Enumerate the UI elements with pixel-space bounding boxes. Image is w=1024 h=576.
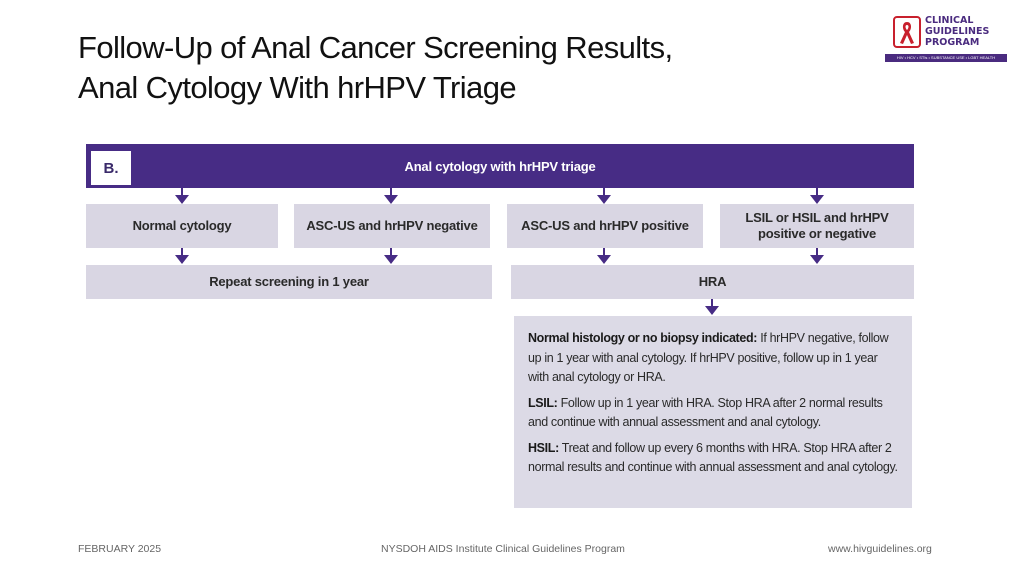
slide-title-line-1: Follow-Up of Anal Cancer Screening Resul… xyxy=(78,30,673,65)
followup-lsil-text: Follow up in 1 year with HRA. Stop HRA a… xyxy=(528,395,883,430)
followup-hsil: HSIL: Treat and follow up every 6 months… xyxy=(528,439,900,478)
followup-detail-box: Normal histology or no biopsy indicated:… xyxy=(514,316,912,508)
diagram-header-bar xyxy=(86,144,914,188)
arrow-down-icon xyxy=(597,188,611,204)
slide-title-line-2: Anal Cytology With hrHPV Triage xyxy=(78,70,517,105)
logo-line-1: CLINICAL xyxy=(925,15,974,26)
slide-title: Follow-Up of Anal Cancer Screening Resul… xyxy=(78,28,673,108)
action-hra: HRA xyxy=(511,265,914,299)
arrow-down-icon xyxy=(810,188,824,204)
followup-lsil: LSIL: Follow up in 1 year with HRA. Stop… xyxy=(528,394,900,433)
result-lsil-hsil: LSIL or HSIL and hrHPV positive or negat… xyxy=(720,204,914,248)
arrow-down-icon xyxy=(175,188,189,204)
footer-date: FEBRUARY 2025 xyxy=(78,543,162,555)
arrow-down-icon xyxy=(384,248,398,264)
followup-normal-text: If hrHPV negative, follow up in 1 year w… xyxy=(528,331,889,384)
arrow-down-icon xyxy=(705,299,719,315)
logo-wordmark: CLINICAL GUIDELINES PROGRAM xyxy=(925,15,989,48)
clinical-guidelines-program-logo: CLINICAL GUIDELINES PROGRAM HIV • HCV • … xyxy=(885,14,1007,64)
result-normal-cytology: Normal cytology xyxy=(86,204,278,248)
footer-website[interactable]: www.hivguidelines.org xyxy=(828,543,932,555)
footer-program: NYSDOH AIDS Institute Clinical Guideline… xyxy=(381,543,625,555)
action-repeat-screening: Repeat screening in 1 year xyxy=(86,265,492,299)
diagram-header-title: Anal cytology with hrHPV triage xyxy=(404,158,596,174)
arrow-down-icon xyxy=(175,248,189,264)
arrow-down-icon xyxy=(597,248,611,264)
followup-hsil-text: Treat and follow up every 6 months with … xyxy=(528,440,898,475)
red-ribbon-icon xyxy=(900,22,914,44)
arrow-down-icon xyxy=(810,248,824,264)
followup-lsil-label: LSIL: xyxy=(528,395,558,410)
followup-normal: Normal histology or no biopsy indicated:… xyxy=(528,329,900,388)
panel-label: B. xyxy=(91,151,131,185)
followup-normal-label: Normal histology or no biopsy indicated: xyxy=(528,331,758,345)
logo-line-3: PROGRAM xyxy=(925,37,980,48)
logo-tagline: HIV • HCV • STIs • SUBSTANCE USE • LGBT … xyxy=(885,54,1007,62)
result-ascus-hrhpv-positive: ASC-US and hrHPV positive xyxy=(507,204,703,248)
result-ascus-hrhpv-negative: ASC-US and hrHPV negative xyxy=(294,204,490,248)
followup-hsil-label: HSIL: xyxy=(528,440,559,455)
arrow-down-icon xyxy=(384,188,398,204)
logo-line-2: GUIDELINES xyxy=(925,26,990,37)
ribbon-logo-frame xyxy=(893,16,921,48)
